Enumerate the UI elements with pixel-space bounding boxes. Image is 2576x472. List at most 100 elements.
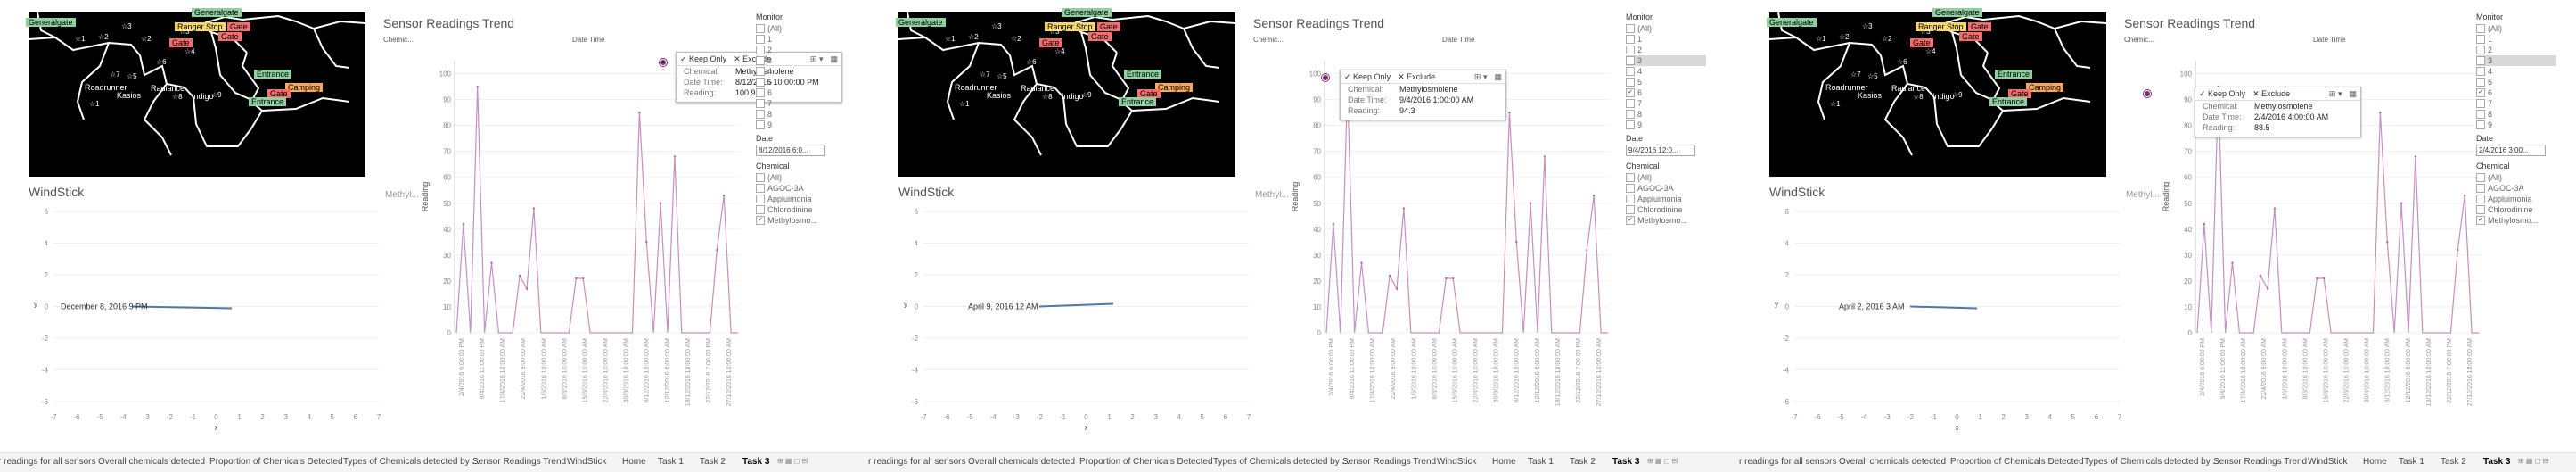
sheet-tab[interactable]: Types of Chemicals detected by ... [1213, 457, 1350, 467]
map-sensor-marker[interactable]: ☆7 [980, 70, 990, 79]
sensor-data-point[interactable] [1395, 287, 1399, 290]
checkbox[interactable] [2476, 110, 2485, 119]
chemical-filter-item[interactable]: AGOC-3A [756, 183, 836, 194]
checkbox[interactable] [756, 56, 765, 65]
sensor-data-point[interactable] [2316, 277, 2318, 280]
checkbox[interactable] [2476, 35, 2485, 44]
map-view[interactable]: Generalgate Generalgate Ranger Stop Gate Gat… [26, 8, 366, 177]
sensor-data-point[interactable] [638, 111, 641, 114]
monitor-filter-item[interactable]: 7 [756, 98, 836, 109]
checkbox[interactable] [756, 99, 765, 108]
sheet-tab[interactable]: Task 3 [742, 457, 770, 467]
map-location-tag[interactable]: Gate [1097, 22, 1120, 31]
sheet-tab[interactable]: Proportion of Chemicals Detected [1079, 457, 1213, 467]
map-location-tag[interactable]: Gate [227, 22, 250, 31]
monitor-filter-item[interactable]: 8 [2476, 109, 2556, 120]
checkbox[interactable] [756, 173, 765, 182]
map-location-tag[interactable]: Camping [2026, 83, 2064, 92]
sensor-data-point[interactable] [2259, 274, 2262, 277]
chemical-filter-item[interactable]: AGOC-3A [1626, 183, 1706, 194]
monitor-filter-item[interactable]: 5 [2476, 77, 2556, 87]
checkbox[interactable]: ✓ [1626, 216, 1635, 225]
checkbox[interactable] [1626, 24, 1635, 33]
checkbox[interactable] [756, 184, 765, 193]
monitor-filter-item[interactable]: 5 [1626, 77, 1706, 87]
monitor-filter-item[interactable]: 1 [1626, 34, 1706, 45]
chemical-filter-item[interactable]: Appluimonia [756, 194, 836, 204]
map-sensor-marker[interactable]: ☆2 [1882, 35, 1892, 43]
map-location-tag[interactable]: Generalgate [1767, 18, 1817, 27]
sensor-data-point[interactable] [575, 277, 578, 280]
map-location-tag[interactable]: Gate [218, 32, 242, 41]
checkbox[interactable] [756, 110, 765, 119]
highlighted-point[interactable] [1322, 74, 1329, 81]
map-sensor-marker[interactable]: ☆1 [89, 100, 100, 108]
checkbox[interactable] [756, 24, 765, 33]
map-location-tag[interactable]: Entrance [254, 70, 292, 79]
sensor-data-point[interactable] [716, 248, 718, 252]
map-sensor-marker[interactable]: ☆5 [1867, 72, 1878, 80]
sensor-data-point[interactable] [2379, 111, 2382, 114]
sensor-data-point[interactable] [582, 277, 585, 280]
sheet-tab[interactable]: Home [622, 457, 646, 467]
sheet-tab[interactable]: Overall chemicals detected [1839, 457, 1947, 467]
sensor-data-point[interactable] [518, 274, 521, 277]
checkbox[interactable] [1626, 110, 1635, 119]
tooltip-menu-icon[interactable]: ⊞ ▾ [2328, 88, 2342, 98]
windstick-vector[interactable] [1909, 305, 1978, 310]
map-sensor-marker[interactable]: ☆1 [959, 100, 970, 108]
sheet-tab[interactable]: Overall chemicals detected [968, 457, 1076, 467]
map-sensor-marker[interactable]: ☆1 [945, 35, 956, 43]
chemical-filter-item[interactable]: Appluimonia [1626, 194, 1706, 204]
tooltip-view-data-icon[interactable]: ▦ [1494, 71, 1502, 81]
checkbox[interactable] [756, 205, 765, 214]
monitor-filter-item[interactable]: (All) [1626, 23, 1706, 34]
map-sensor-marker[interactable]: ☆9 [1081, 91, 1092, 99]
monitor-filter-item[interactable]: 5 [756, 77, 836, 87]
sheet-tab[interactable]: Task 2 [700, 457, 726, 467]
map-sensor-marker[interactable]: ☆3 [121, 22, 132, 30]
map-sensor-marker[interactable]: ☆2 [98, 33, 109, 41]
tab-nav-icons[interactable]: ⊞ ▦ ◻ ⊟ [1647, 457, 1678, 465]
map-location-tag[interactable]: Gate [1088, 32, 1112, 41]
monitor-filter-item[interactable]: 2 [2476, 45, 2556, 55]
keep-only-button[interactable]: ✓ Keep Only [2199, 88, 2246, 98]
monitor-filter-item[interactable]: ✓ 6 [1626, 87, 1706, 98]
map-location-tag[interactable]: Generalgate [896, 18, 946, 27]
map-sensor-marker[interactable]: ☆9 [1952, 91, 1963, 99]
monitor-filter-item[interactable]: 7 [1626, 98, 1706, 109]
sheet-tab[interactable]: r readings for all sensors [0, 457, 96, 467]
highlighted-point[interactable] [2144, 90, 2151, 97]
exclude-button[interactable]: ✕ Exclude [734, 54, 772, 63]
map-location-tag[interactable]: Generalgate [1932, 8, 1982, 17]
map-location-tag[interactable]: Generalgate [192, 8, 242, 17]
map-sensor-marker[interactable]: ☆2 [141, 35, 152, 43]
chemical-filter-item[interactable]: Appluimonia [2476, 194, 2556, 204]
map-sensor-marker[interactable]: ☆8 [1913, 93, 1924, 101]
map-sensor-marker[interactable]: ☆2 [968, 33, 979, 41]
map-location-tag[interactable]: Gate [1959, 32, 1982, 41]
map-location-tag[interactable]: Gate [1039, 38, 1062, 47]
map-sensor-marker[interactable]: ☆7 [1850, 70, 1861, 79]
map-view[interactable]: Generalgate Generalgate Ranger Stop Gate Gat… [1767, 8, 2107, 177]
sheet-tab[interactable]: Task 1 [658, 457, 684, 467]
sensor-data-point[interactable] [532, 207, 536, 210]
map-location-tag[interactable]: Entrance [1119, 97, 1157, 106]
map-sensor-marker[interactable]: ☆3 [1862, 22, 1873, 30]
checkbox[interactable] [1626, 67, 1635, 76]
sensor-data-point[interactable] [2386, 241, 2389, 244]
checkbox[interactable] [2476, 195, 2485, 203]
checkbox[interactable]: ✓ [1626, 88, 1635, 97]
monitor-filter-item[interactable]: 1 [756, 34, 836, 45]
map-sensor-marker[interactable]: ☆8 [172, 93, 183, 101]
sheet-tab[interactable]: Task 1 [1528, 457, 1554, 467]
sensor-data-point[interactable] [2464, 194, 2466, 197]
sheet-tab[interactable]: Task 2 [2441, 457, 2466, 467]
sensor-data-point[interactable] [2231, 261, 2234, 264]
sensor-data-point[interactable] [2457, 248, 2459, 252]
sensor-data-point[interactable] [2414, 155, 2417, 158]
map-sensor-marker[interactable]: ☆5 [997, 72, 1007, 80]
